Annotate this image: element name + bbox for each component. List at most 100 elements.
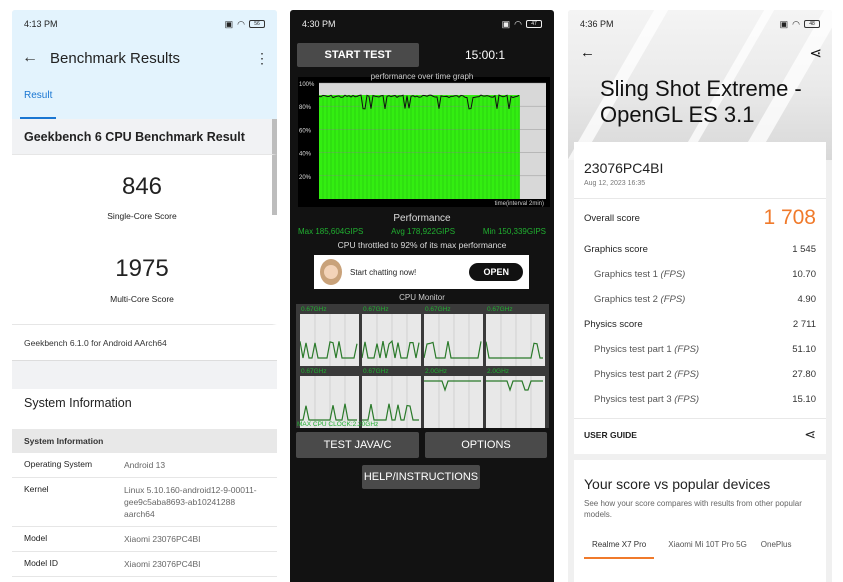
status-time: 4:36 PM (580, 19, 614, 29)
gt1-label: Graphics test 1 (FPS) (594, 269, 685, 280)
cpu-throttling-screen: 4:30 PM ▣ ◠ 47 START TEST 15:00:1 perfor… (290, 10, 554, 582)
back-arrow-icon[interactable]: ← (580, 44, 595, 61)
single-core-score: 846 (121, 173, 163, 200)
cpu-core-graph: 0.67GHz (300, 368, 359, 428)
min-gips: Min 150,339GIPS (482, 227, 546, 236)
y-tick-label: 40% (299, 152, 312, 158)
tab-device-1[interactable]: Realme X7 Pro (584, 540, 655, 559)
physics-score-row: Physics score 2 711 (584, 319, 816, 330)
share-icon[interactable]: ⋖ (804, 426, 816, 442)
page-title: Benchmark Results (50, 49, 181, 67)
result-card: 23076PC4BI Aug 12, 2023 16:35 Overall sc… (574, 142, 826, 454)
core-frequency: 0.67GHz (301, 368, 327, 375)
avg-gips: Avg 178,922GIPS (391, 227, 456, 236)
physics-score: 2 711 (792, 319, 816, 330)
y-tick-label: 100% (299, 82, 315, 88)
status-time: 4:13 PM (24, 19, 58, 29)
row-value: Android 13 (124, 460, 166, 470)
scrollbar[interactable] (272, 155, 277, 215)
start-test-button[interactable]: START TEST (297, 43, 419, 67)
back-arrow-icon[interactable]: ← (22, 49, 38, 66)
pt3-value: 15.10 (792, 394, 816, 405)
ad-open-button[interactable]: OPEN (469, 263, 523, 281)
user-guide-link[interactable]: USER GUIDE (584, 429, 637, 440)
graphics-score-row: Graphics score 1 545 (584, 244, 816, 255)
device-tabs: Realme X7 Pro Xiaomi Mi 10T Pro 5G OnePl… (584, 540, 791, 559)
nav-bar: ← ⋖ (580, 44, 822, 62)
gt1-label-text: Graphics test 1 (594, 269, 658, 280)
core-usage-line (361, 339, 420, 359)
gt2-label-text: Graphics test 2 (594, 294, 658, 305)
core-frequency: 2.0GHz (487, 368, 510, 375)
core-graph-svg (485, 314, 543, 366)
section-gap (12, 361, 277, 389)
row-key: Model (24, 533, 48, 543)
single-core-label: Single-Core Score (107, 211, 177, 221)
tab-device-2[interactable]: Xiaomi Mi 10T Pro 5G (668, 540, 747, 549)
y-tick-label: 20% (299, 175, 312, 181)
graphics-test-2-row: Graphics test 2 (FPS) 4.90 (594, 294, 816, 305)
fps-unit: (FPS) (660, 294, 686, 305)
test-timer: 15:00:1 (465, 48, 506, 62)
cpu-core-graph: 0.67GHz (361, 306, 421, 366)
hero-banner: 4:36 PM ▣ ◠ 48 ← ⋖ Sling Shot Extreme - … (568, 10, 832, 160)
graphics-score: 1 545 (792, 244, 816, 255)
core-frequency: 2.0GHz (425, 368, 448, 375)
core-frequency: 0.67GHz (425, 306, 451, 313)
pt2-label-text: Physics test part 2 (594, 369, 672, 380)
battery-icon: 47 (526, 20, 542, 28)
performance-title: Performance (393, 213, 451, 224)
result-card-title: Geekbench 6 CPU Benchmark Result (12, 119, 277, 155)
more-options-icon[interactable]: ⋮ (255, 49, 269, 66)
avatar-icon (320, 259, 342, 285)
tab-device-3[interactable]: OnePlus (760, 540, 792, 549)
performance-stats: Max 185,604GIPS Avg 178,922GIPS Min 150,… (298, 227, 546, 236)
multi-core-label: Multi-Core Score (110, 294, 174, 304)
test-java-button[interactable]: TEST JAVA/C (296, 432, 419, 458)
physics-label: Physics score (584, 319, 643, 330)
core-graph-svg (299, 314, 358, 366)
core-usage-line (362, 403, 419, 421)
status-icons: ▣ ◠ 56 (225, 19, 265, 30)
divider (574, 418, 826, 419)
nfc-icon: ▣ (224, 18, 234, 29)
comparison-description: See how your score compares with results… (584, 499, 802, 519)
row-key: Model ID (24, 558, 59, 568)
user-guide-row[interactable]: USER GUIDE ⋖ (584, 426, 816, 443)
row-key: Kernel (24, 484, 49, 494)
status-bar: 4:30 PM ▣ ◠ 47 (290, 10, 554, 38)
pt3-label: Physics test part 3 (FPS) (594, 394, 699, 405)
core-graph-svg (424, 376, 481, 428)
comparison-card: Your score vs popular devices See how yo… (574, 460, 826, 582)
core-graph-svg (423, 314, 482, 366)
options-button[interactable]: OPTIONS (425, 432, 547, 458)
divider (574, 198, 826, 199)
core-usage-line (299, 341, 358, 359)
gt2-label: Graphics test 2 (FPS) (594, 294, 685, 305)
core-usage-line (424, 380, 481, 392)
cpu-core-graph: 0.67GHz (362, 368, 421, 428)
cpu-core-graph: 0.67GHz (423, 306, 483, 366)
3dmark-screen: 4:36 PM ▣ ◠ 48 ← ⋖ Sling Shot Extreme - … (568, 10, 832, 582)
geekbench-screen: 4:13 PM ▣ ◠ 56 ← Benchmark Results ⋮ Res… (12, 10, 277, 582)
help-instructions-button[interactable]: HELP/INSTRUCTIONS (362, 465, 480, 489)
fps-unit: (FPS) (674, 344, 700, 355)
cpu-core-graph: 2.0GHz (486, 368, 545, 428)
share-icon[interactable]: ⋖ (809, 45, 822, 62)
core-graph-svg (300, 376, 357, 428)
ad-banner[interactable]: Start chatting now! OPEN (314, 255, 529, 289)
gt2-value: 4.90 (797, 294, 817, 305)
pt2-label: Physics test part 2 (FPS) (594, 369, 699, 380)
version-text: Geekbench 6.1.0 for Android AArch64 (12, 325, 277, 361)
row-value: Xiaomi 23076PC4BI (124, 534, 201, 544)
tab-result[interactable]: Result (12, 86, 64, 119)
fps-unit: (FPS) (674, 369, 700, 380)
core-usage-line (300, 403, 357, 421)
system-info-section-header: System Information (12, 429, 277, 453)
pt2-value: 27.80 (792, 369, 816, 380)
performance-line (318, 94, 520, 110)
cpu-monitor-title: CPU Monitor (399, 293, 445, 302)
row-value: Linux 5.10.160-android12-9-00011-gee9c5a… (124, 485, 257, 519)
pt3-label-text: Physics test part 3 (594, 394, 672, 405)
core-graph-svg (362, 376, 419, 428)
